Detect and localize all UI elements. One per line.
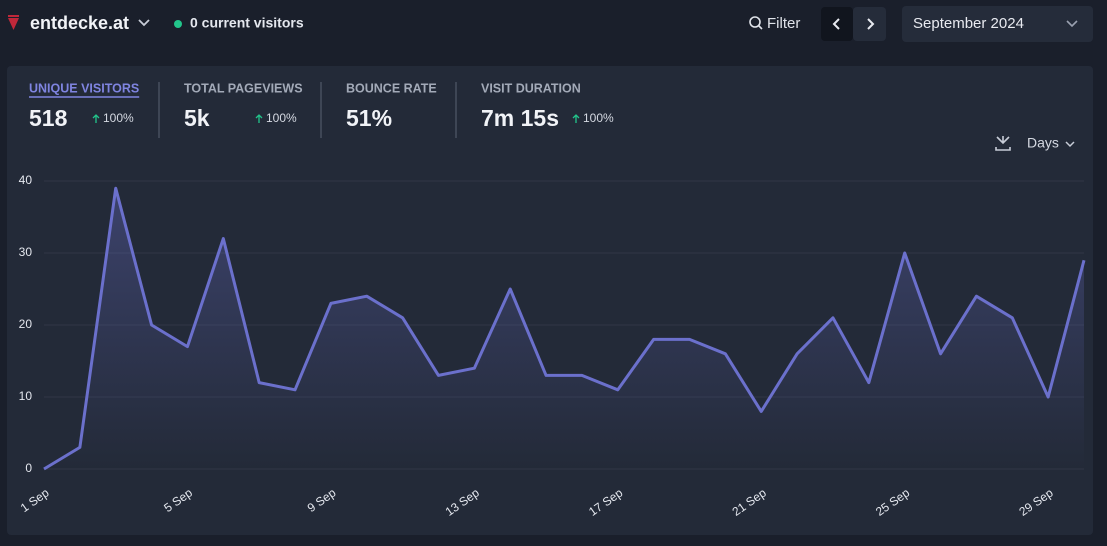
metric-value: 518 xyxy=(29,105,68,131)
site-name[interactable]: entdecke.at xyxy=(30,13,129,33)
current-visitors[interactable]: 0 current visitors xyxy=(190,15,304,31)
search-icon-handle xyxy=(758,25,763,30)
metric-value: 7m 15s xyxy=(481,105,559,131)
y-tick-label: 10 xyxy=(19,389,33,403)
metric-change: 100% xyxy=(103,111,134,125)
metric-label[interactable]: VISIT DURATION xyxy=(481,81,581,95)
download-icon[interactable] xyxy=(995,136,1011,151)
search-icon[interactable] xyxy=(749,16,761,28)
site-chevron[interactable] xyxy=(138,19,150,27)
metric-label[interactable]: TOTAL PAGEVIEWS xyxy=(184,81,303,95)
period-picker[interactable] xyxy=(902,6,1093,42)
interval-chevron xyxy=(1065,141,1075,148)
period-label: September 2024 xyxy=(913,15,1024,32)
logo-bar xyxy=(8,15,19,17)
metric-change: 100% xyxy=(583,111,614,125)
next-button[interactable] xyxy=(853,7,886,41)
y-tick-label: 0 xyxy=(25,461,32,475)
y-tick-label: 30 xyxy=(19,245,33,259)
y-tick-label: 20 xyxy=(19,317,33,331)
metric-value: 5k xyxy=(184,105,210,131)
area-fill xyxy=(44,188,1084,469)
interval-picker[interactable]: Days xyxy=(1027,135,1059,151)
change-arrow xyxy=(92,114,100,123)
period-chevron xyxy=(1066,20,1078,28)
filter-button[interactable]: Filter xyxy=(767,15,800,32)
live-dot xyxy=(174,20,182,28)
metrics: UNIQUE VISITORS 518 100% TOTAL PAGEVIEWS 5k 1… xyxy=(29,81,614,138)
metric-label[interactable]: BOUNCE RATE xyxy=(346,81,437,95)
metric-label[interactable]: UNIQUE VISITORS xyxy=(29,81,139,95)
line xyxy=(43,186,1086,471)
next-icon xyxy=(867,18,875,30)
change-arrow xyxy=(255,114,263,123)
metric-change: 100% xyxy=(266,111,297,125)
prev-button[interactable] xyxy=(821,7,853,41)
y-tick-label: 40 xyxy=(19,173,33,187)
logo xyxy=(8,18,19,30)
metric-value: 51% xyxy=(346,105,392,131)
prev-icon xyxy=(832,18,840,30)
change-arrow xyxy=(572,114,580,123)
